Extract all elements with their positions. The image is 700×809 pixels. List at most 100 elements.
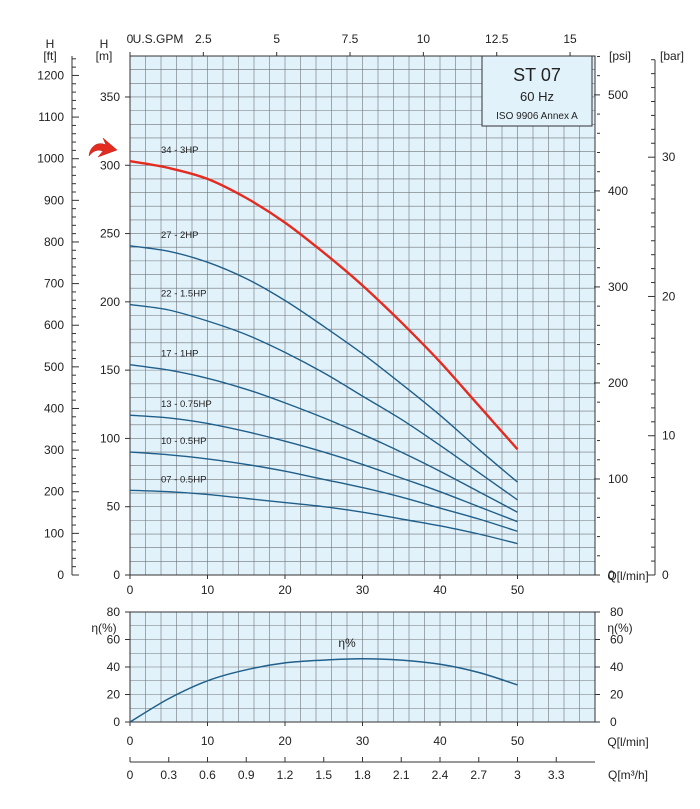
- m-tick-label: 50: [107, 500, 121, 514]
- head-curve-line: [129, 364, 518, 513]
- m-tick-label: 300: [100, 158, 120, 172]
- ft-tick-label: 1200: [37, 68, 64, 82]
- head-curve-line: [129, 303, 518, 501]
- head-curve-line: [129, 245, 518, 483]
- ft-tick-label: 300: [44, 443, 64, 457]
- m-tick-label: 0: [113, 568, 120, 582]
- ft-axis-label-unit: [ft]: [43, 49, 56, 63]
- chart-title: ST 07: [513, 65, 561, 85]
- eff-x-tick-label: 30: [356, 734, 370, 748]
- ft-tick-label: 800: [44, 235, 64, 249]
- gpm-axis-label: U.S.GPM: [133, 32, 184, 46]
- m3h-axis-label: Q[m³/h]: [608, 768, 648, 782]
- m3h-tick-label: 2.1: [393, 768, 410, 782]
- eff-left-tick-label: 0: [113, 715, 120, 729]
- ft-tick-label: 900: [44, 193, 64, 207]
- ft-tick-label: 200: [44, 485, 64, 499]
- eff-x-tick-label: 20: [278, 734, 292, 748]
- m3h-tick-label: 3.3: [548, 768, 565, 782]
- curve-pointer-arrow-icon: [88, 137, 118, 158]
- ft-tick-label: 600: [44, 318, 64, 332]
- head-curve-line: [129, 489, 518, 545]
- eff-right-axis-label: η(%): [607, 621, 632, 635]
- eff-x-axis-label: Q[l/min]: [607, 735, 648, 749]
- head-curve-line: [129, 414, 518, 523]
- eff-x-tick-label: 0: [127, 734, 134, 748]
- ft-tick-label: 100: [44, 526, 64, 540]
- ft-tick-label: 1100: [38, 110, 64, 124]
- eff-left-tick-label: 80: [107, 605, 121, 619]
- ft-tick-label: 1000: [37, 152, 64, 166]
- m3h-tick-label: 2.7: [470, 768, 487, 782]
- eff-left-axis-label: η(%): [91, 621, 116, 635]
- eff-right-tick-label: 20: [610, 688, 624, 702]
- head-curve-label: 10 - 0.5HP: [161, 436, 206, 447]
- m3h-tick-label: 3: [514, 768, 521, 782]
- bar-tick-label: 30: [662, 150, 676, 164]
- m3h-tick-label: 0.9: [238, 768, 255, 782]
- eff-x-tick-label: 40: [433, 734, 447, 748]
- ft-tick-label: 500: [44, 360, 64, 374]
- x-axis-label: Q[l/min]: [607, 569, 648, 583]
- x-tick-label: 40: [433, 583, 447, 597]
- bar-tick-label: 10: [662, 429, 676, 443]
- m-axis-label-h: H: [100, 37, 109, 51]
- m3h-tick-label: 1.2: [277, 768, 294, 782]
- m-axis-label-unit: [m]: [96, 49, 113, 63]
- head-curve-label: 27 - 2HP: [161, 230, 199, 241]
- psi-tick-label: 200: [608, 376, 628, 390]
- x-tick-label: 50: [511, 583, 525, 597]
- psi-tick-label: 300: [608, 280, 628, 294]
- psi-axis-label: [psi]: [609, 49, 631, 63]
- m3h-tick-label: 0: [127, 768, 134, 782]
- gpm-tick-label: 2.5: [195, 32, 212, 46]
- m-tick-label: 100: [100, 431, 120, 445]
- m3h-tick-label: 1.5: [315, 768, 332, 782]
- ft-tick-label: 400: [44, 401, 64, 415]
- head-curve-label: 34 - 3HP: [161, 145, 199, 156]
- psi-tick-label: 400: [608, 184, 628, 198]
- eff-curve-label: η%: [338, 636, 356, 650]
- m-tick-label: 150: [100, 363, 120, 377]
- head-curve-line: [129, 451, 518, 532]
- eff-left-tick-label: 20: [107, 688, 121, 702]
- head-curve-label: 13 - 0.75HP: [161, 399, 212, 410]
- x-tick-label: 10: [201, 583, 215, 597]
- m-tick-label: 200: [100, 295, 120, 309]
- m-tick-label: 250: [100, 227, 120, 241]
- title-box: ST 07 60 Hz ISO 9906 Annex A: [481, 55, 593, 127]
- gpm-tick-label: 0: [127, 32, 134, 46]
- gpm-tick-label: 15: [563, 32, 577, 46]
- m3h-tick-label: 2.4: [432, 768, 449, 782]
- eff-right-tick-label: 80: [610, 605, 624, 619]
- gpm-tick-label: 5: [273, 32, 280, 46]
- psi-tick-label: 0: [608, 568, 615, 582]
- gpm-tick-label: 7.5: [342, 32, 359, 46]
- eff-curve-line: [129, 658, 518, 723]
- bar-tick-label: 20: [662, 289, 676, 303]
- m3h-tick-label: 0.6: [199, 768, 216, 782]
- eff-left-tick-label: 60: [107, 633, 121, 647]
- chart-standard: ISO 9906 Annex A: [496, 111, 578, 122]
- head-curve-label: 22 - 1.5HP: [161, 289, 206, 300]
- head-curve-label: 17 - 1HP: [161, 349, 199, 360]
- gpm-tick-label: 10: [417, 32, 431, 46]
- chart-frequency: 60 Hz: [520, 89, 554, 104]
- eff-right-tick-label: 60: [610, 633, 624, 647]
- head-curve-line: [129, 160, 519, 451]
- ft-axis-label-h: H: [46, 37, 55, 51]
- psi-tick-label: 500: [608, 88, 628, 102]
- eff-x-tick-label: 10: [201, 734, 215, 748]
- head-grid: [129, 55, 596, 576]
- bar-tick-label: 0: [662, 568, 669, 582]
- ft-tick-label: 700: [44, 277, 64, 291]
- m3h-axis: 0 0.3 0.6 0.9 1.2 1.5 1.8 2.1 2.4 2.7 3 3.3 Q[m³/h]: [127, 757, 648, 782]
- eff-left-tick-label: 40: [107, 660, 121, 674]
- head-curve-label: 07 - 0.5HP: [161, 474, 206, 485]
- gpm-tick-label: 12.5: [485, 32, 509, 46]
- m3h-tick-label: 0.3: [160, 768, 177, 782]
- x-tick-label: 30: [356, 583, 370, 597]
- ft-tick-label: 0: [57, 568, 64, 582]
